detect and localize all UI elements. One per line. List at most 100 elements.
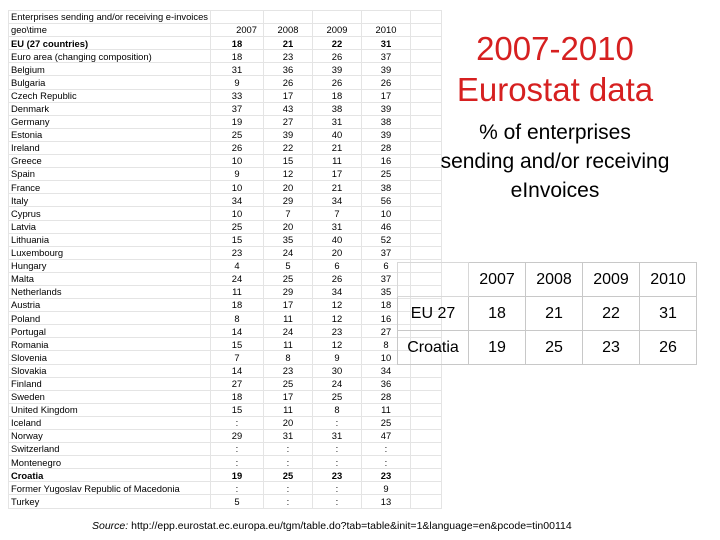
sheet-empty-cell [409, 62, 442, 77]
sheet-country-label: Lithuania [8, 232, 211, 247]
summary-row: Croatia 19 25 23 26 [397, 330, 697, 365]
sheet-value-cell: 11 [209, 284, 264, 300]
sheet-value-cell: : [311, 481, 362, 496]
sheet-value-cell: 12 [311, 311, 362, 326]
sheet-value-cell: : [262, 494, 313, 509]
sheet-value-cell: 8 [209, 311, 264, 326]
sheet-value-cell: 23 [311, 324, 362, 339]
sheet-country-label: Poland [8, 311, 211, 326]
sheet-value-cell: 16 [360, 154, 411, 169]
sheet-value-cell: 5 [209, 494, 264, 509]
sheet-value-cell: 8 [262, 350, 313, 365]
sheet-value-cell: 10 [209, 206, 264, 221]
sheet-value-cell: 36 [360, 376, 411, 391]
sheet-empty-cell [209, 9, 264, 25]
sheet-country-label: Slovenia [8, 350, 211, 365]
sheet-value-cell: 17 [262, 389, 313, 404]
sheet-value-cell: 10 [209, 180, 264, 195]
sheet-row: Switzerland:::: [8, 442, 442, 457]
sheet-empty-cell [360, 9, 411, 25]
sheet-empty-cell [409, 75, 442, 90]
sheet-empty-cell [409, 127, 442, 142]
sheet-value-cell: 12 [262, 167, 313, 182]
sheet-value-cell: 18 [209, 298, 264, 313]
sheet-row: Latvia 25 20 31 46 [8, 219, 442, 234]
sheet-value-cell: : [311, 494, 362, 509]
sheet-row: Luxembourg 23 24 20 37 [8, 245, 442, 260]
sheet-country-label: Latvia [8, 219, 211, 234]
sheet-row: Hungary 4 5 6 6 [8, 258, 442, 273]
sheet-year-header: 2009 [311, 23, 362, 38]
sheet-value-cell: : [360, 442, 411, 457]
sheet-value-cell: 7 [209, 350, 264, 365]
sheet-value-cell: 52 [360, 232, 411, 247]
sheet-value-cell: 26 [360, 75, 411, 90]
summary-value-cell: 19 [468, 330, 526, 365]
sheet-value-cell: 38 [360, 180, 411, 195]
sheet-country-label: Netherlands [8, 284, 211, 300]
sheet-empty-cell [409, 363, 442, 378]
sheet-empty-cell [409, 376, 442, 391]
sheet-row: Greece 10 15 11 16 [8, 154, 442, 169]
sheet-value-cell: : [311, 455, 362, 470]
sheet-row: Denmark 37 43 38 39 [8, 101, 442, 116]
sheet-value-cell: 25 [360, 167, 411, 182]
sheet-value-cell: 25 [209, 219, 264, 234]
sheet-row: United Kingdom 15 11 8 11 [8, 402, 442, 417]
sheet-row: Euro area (changing composition) 18 23 26 37 [8, 49, 442, 64]
sheet-value-cell: 18 [209, 36, 264, 51]
sheet-country-label: United Kingdom [8, 402, 211, 417]
sheet-value-cell: 14 [209, 363, 264, 378]
summary-value-cell: 25 [525, 330, 583, 365]
sheet-value-cell: 7 [262, 206, 313, 221]
summary-year-header: 2009 [582, 262, 640, 297]
sheet-value-cell: 28 [360, 140, 411, 156]
sheet-year-header: 2010 [360, 23, 411, 38]
sheet-country-label: Austria [8, 298, 211, 313]
sheet-country-label: Iceland [8, 415, 211, 431]
sheet-country-label: Former Yugoslav Republic of Macedonia [8, 481, 211, 496]
summary-value-cell: 18 [468, 296, 526, 331]
sheet-empty-cell [409, 494, 442, 509]
sheet-value-cell: 20 [311, 245, 362, 260]
sheet-value-cell: 23 [262, 49, 313, 64]
sheet-value-cell: 23 [311, 468, 362, 483]
sheet-country-label: Slovakia [8, 363, 211, 378]
sheet-value-cell: 21 [311, 180, 362, 195]
sheet-value-cell: 37 [360, 245, 411, 260]
sheet-row: Italy 34 29 34 56 [8, 193, 442, 208]
summary-row-label: Croatia [397, 330, 469, 365]
sheet-empty-cell [409, 455, 442, 470]
sheet-value-cell: 25 [262, 271, 313, 286]
sheet-row: Turkey 5::13 [8, 494, 442, 509]
sheet-row: Spain 9 12 17 25 [8, 167, 442, 182]
source-url: http://epp.eurostat.ec.europa.eu/tgm/tab… [131, 520, 572, 532]
sheet-value-cell: 11 [262, 402, 313, 417]
source-label: Source: [92, 520, 129, 532]
sheet-value-cell: 17 [262, 88, 313, 103]
sheet-value-cell: 36 [262, 62, 313, 77]
eurostat-spreadsheet: Enterprises sending and/or receiving e-i… [8, 9, 442, 509]
sheet-value-cell: 40 [311, 232, 362, 247]
sheet-header-row: geo\time 2007 2008 2009 2010 [8, 23, 442, 38]
sheet-empty-cell [409, 49, 442, 64]
sheet-row: Ireland 26 22 21 28 [8, 140, 442, 156]
sheet-value-cell: 4 [209, 258, 264, 273]
sheet-empty-cell [409, 415, 442, 431]
sheet-row: Slovakia 14 23 30 34 [8, 363, 442, 378]
sheet-country-label: Greece [8, 154, 211, 169]
sheet-value-cell: 25 [360, 415, 411, 431]
sheet-empty-cell [409, 140, 442, 156]
sheet-empty-cell [409, 154, 442, 169]
sheet-value-cell: 40 [311, 127, 362, 142]
sheet-value-cell: 30 [311, 363, 362, 378]
sheet-value-cell: 9 [311, 350, 362, 365]
sheet-row: Malta 24 25 26 37 [8, 271, 442, 286]
sheet-empty-cell [262, 9, 313, 25]
sheet-row: Poland 8 11 12 16 [8, 311, 442, 326]
sheet-value-cell: 22 [262, 140, 313, 156]
sheet-value-cell: 31 [311, 114, 362, 129]
sheet-value-cell: 33 [209, 88, 264, 103]
sheet-value-cell: 25 [262, 468, 313, 483]
sheet-value-cell: 29 [262, 193, 313, 208]
